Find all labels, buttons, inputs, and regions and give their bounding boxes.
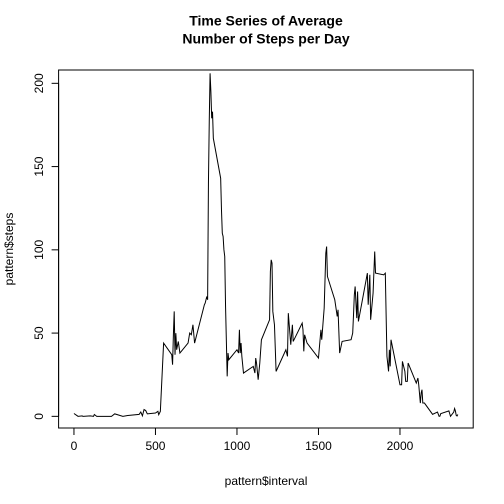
chart-title: Number of Steps per Day [182, 31, 349, 47]
x-tick-label: 0 [71, 439, 78, 453]
y-tick-label: 200 [32, 73, 46, 93]
data-line [73, 73, 459, 418]
y-tick-label: 150 [32, 156, 46, 176]
y-axis-label: pattern$steps [2, 213, 16, 286]
x-tick-label: 1500 [305, 439, 332, 453]
y-tick-label: 50 [32, 326, 46, 340]
y-tick-label: 100 [32, 240, 46, 260]
x-tick-label: 500 [145, 439, 165, 453]
x-tick-label: 2000 [387, 439, 414, 453]
plot-box [58, 69, 474, 429]
x-tick-label: 1000 [224, 439, 251, 453]
x-axis-label: pattern$interval [225, 474, 308, 488]
chart-title: Time Series of Average [189, 13, 343, 29]
y-tick-label: 0 [32, 413, 46, 420]
